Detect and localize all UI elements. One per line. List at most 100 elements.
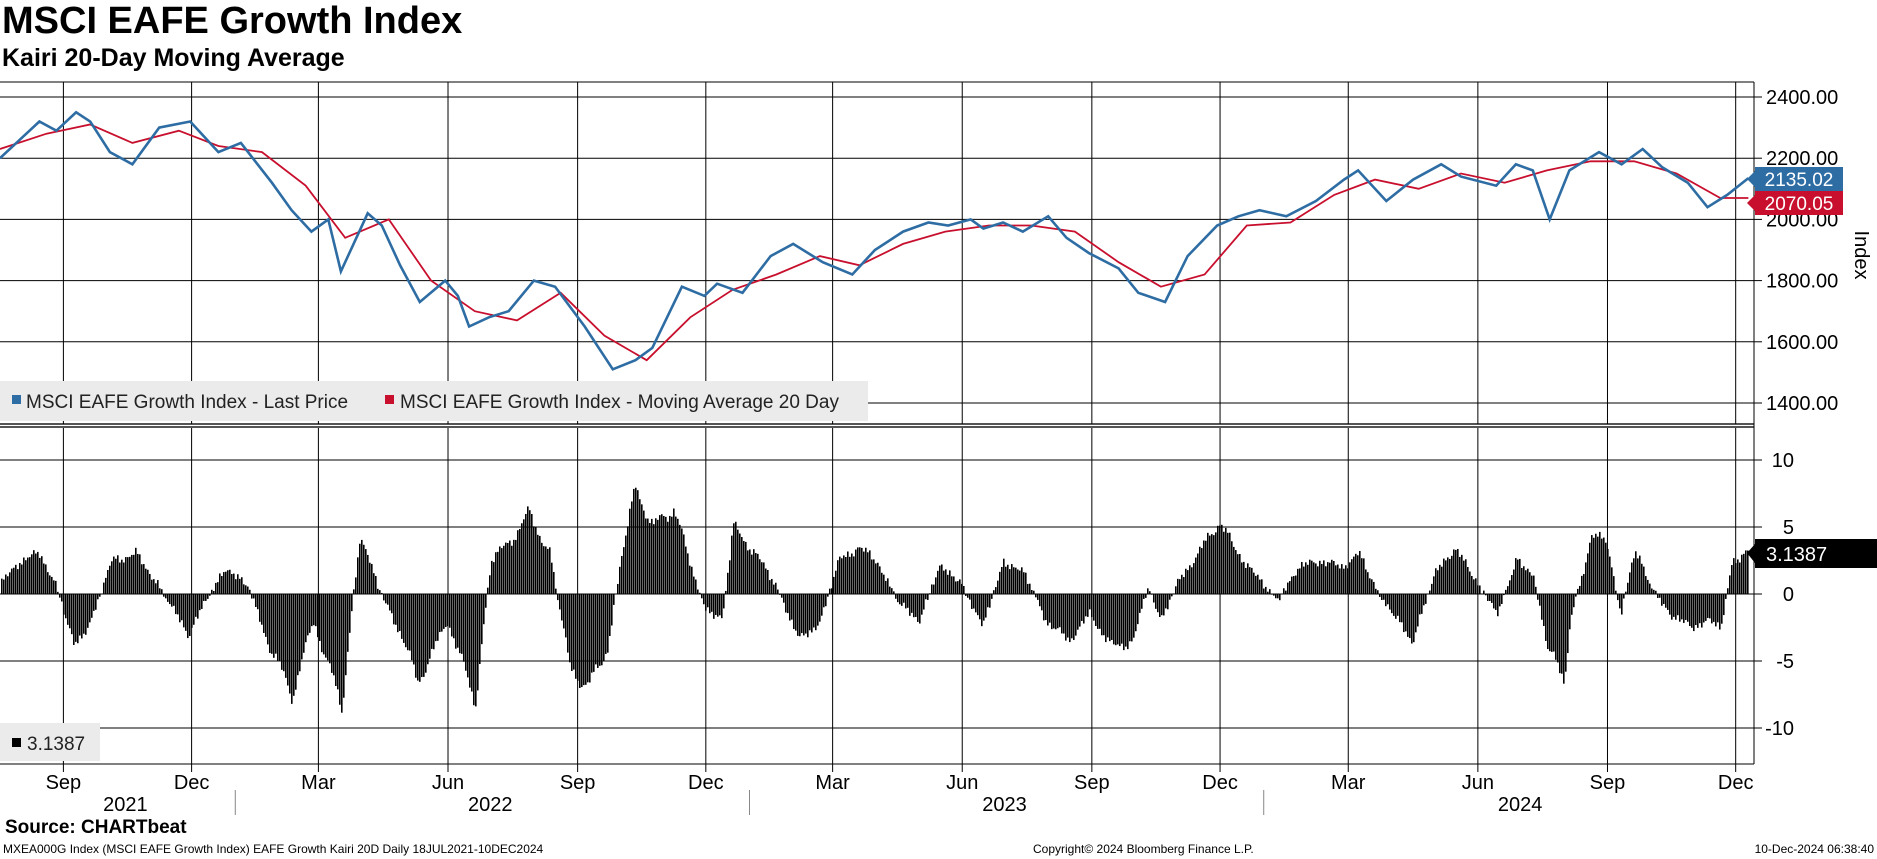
kairi-bar — [581, 594, 583, 688]
kairi-bar — [199, 594, 201, 611]
kairi-bar — [865, 547, 867, 594]
kairi-bar — [991, 594, 993, 599]
kairi-bar — [1523, 566, 1525, 594]
kairi-bar — [491, 560, 493, 594]
kairi-bar — [325, 594, 327, 658]
kairi-bar — [253, 594, 255, 599]
kairi-bar — [1097, 594, 1099, 629]
x-tick-label: Sep — [1590, 772, 1626, 794]
kairi-bar — [951, 576, 953, 594]
kairi-bar — [59, 594, 61, 598]
kairi-bar — [1083, 594, 1085, 624]
x-year-label: 2024 — [1498, 794, 1543, 816]
kairi-bar — [563, 594, 565, 629]
kairi-bar — [651, 518, 653, 594]
kairi-bar — [465, 594, 467, 671]
kairi-bar — [145, 568, 147, 594]
kairi-bar — [747, 550, 749, 594]
kairi-bar — [1, 578, 3, 594]
kairi-bar — [1739, 562, 1741, 594]
kairi-bar — [225, 571, 227, 594]
kairi-bar — [1723, 594, 1725, 616]
kairi-bar — [405, 594, 407, 648]
kairi-bar — [1539, 594, 1541, 606]
kairi-bar — [33, 550, 35, 594]
kairi-bar — [539, 535, 541, 594]
kairi-bar — [859, 547, 861, 594]
kairi-bar — [333, 594, 335, 676]
kairi-bar — [1291, 576, 1293, 594]
kairi-bar — [745, 541, 747, 594]
kairi-bar — [1329, 562, 1331, 594]
kairi-bar — [1383, 594, 1385, 600]
upper-y-tick-label: 2200.00 — [1766, 148, 1838, 170]
lower-y-tick-label: 5 — [1783, 517, 1794, 539]
kairi-bar — [1623, 594, 1625, 599]
kairi-bar — [1089, 594, 1091, 610]
kairi-bar — [297, 594, 299, 676]
legend-swatch-kairi — [12, 738, 21, 747]
kairi-bar — [887, 578, 889, 594]
kairi-bar — [687, 553, 689, 594]
kairi-bar — [1613, 576, 1615, 594]
kairi-bar — [1069, 594, 1071, 643]
kairi-bar — [117, 555, 119, 594]
kairi-bar — [591, 594, 593, 673]
kairi-bar — [329, 594, 331, 664]
kairi-bar — [319, 594, 321, 641]
kairi-bar — [403, 594, 405, 643]
kairi-bar — [321, 594, 323, 653]
kairi-bar — [81, 594, 83, 639]
kairi-bar — [19, 562, 21, 594]
kairi-bar — [1655, 590, 1657, 594]
kairi-bar — [223, 572, 225, 594]
kairi-bar — [1157, 594, 1159, 613]
kairi-bar — [179, 594, 181, 623]
kairi-bar — [1367, 572, 1369, 594]
kairi-bar — [809, 594, 811, 631]
kairi-bar — [1147, 588, 1149, 594]
kairi-bar — [1647, 579, 1649, 594]
x-year-label: 2023 — [982, 794, 1027, 816]
kairi-bar — [619, 566, 621, 594]
kairi-bar — [279, 594, 281, 662]
kairi-bar — [509, 540, 511, 594]
kairi-bar — [1463, 560, 1465, 594]
kairi-bar — [195, 594, 197, 617]
kairi-bar — [1219, 525, 1221, 594]
kairi-bar — [1361, 558, 1363, 594]
kairi-bar — [67, 594, 69, 625]
kairi-bar — [235, 579, 237, 594]
kairi-bar — [883, 574, 885, 594]
lower-legend: 3.1387 — [0, 723, 100, 761]
kairi-bar — [941, 564, 943, 594]
kairi-bar — [823, 594, 825, 608]
kairi-bar — [375, 575, 377, 594]
kairi-bar — [499, 546, 501, 594]
kairi-bar — [505, 542, 507, 594]
kairi-bar — [27, 557, 29, 594]
kairi-bar — [181, 594, 183, 621]
kairi-bar — [1011, 564, 1013, 594]
kairi-bar — [1181, 574, 1183, 594]
kairi-bar — [125, 557, 127, 594]
kairi-bar — [995, 587, 997, 594]
kairi-bars — [1, 487, 1749, 713]
kairi-bar — [667, 521, 669, 594]
kairi-bar — [45, 564, 47, 594]
kairi-bar — [25, 560, 27, 594]
kairi-bar — [717, 594, 719, 617]
kairi-bar — [927, 594, 929, 600]
kairi-bar — [483, 594, 485, 625]
kairi-bar — [217, 582, 219, 594]
kairi-bar — [1609, 556, 1611, 594]
kairi-bar — [175, 594, 177, 615]
kairi-bar — [1471, 575, 1473, 594]
kairi-bar — [507, 543, 509, 594]
x-tick-label: Dec — [174, 772, 210, 794]
kairi-bar — [841, 558, 843, 594]
kairi-bar — [1707, 594, 1709, 618]
kairi-bar — [797, 594, 799, 636]
kairi-bar — [1023, 572, 1025, 594]
kairi-bar — [541, 542, 543, 594]
